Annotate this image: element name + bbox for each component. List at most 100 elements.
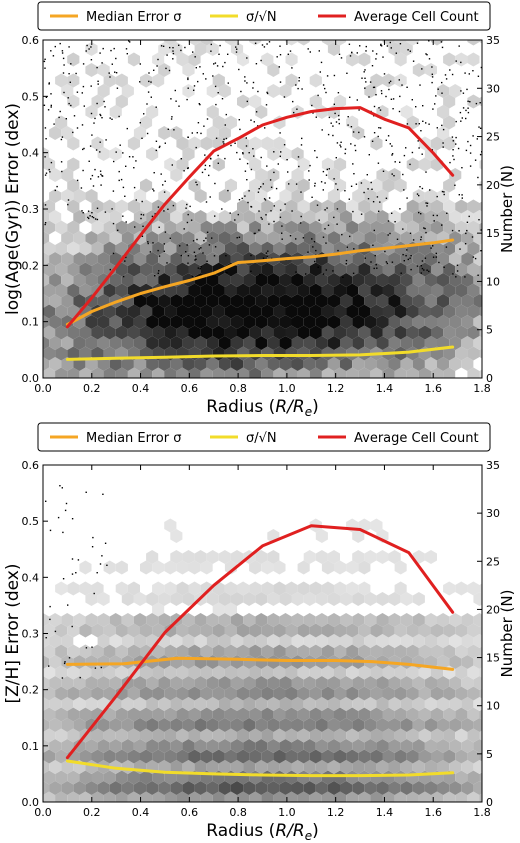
scatter-point (90, 59, 93, 61)
scatter-point (474, 257, 477, 260)
scatter-point (420, 236, 422, 238)
density-cell (376, 273, 389, 287)
x-tick-label: 1.8 (473, 382, 491, 395)
density-cell (437, 697, 450, 711)
density-cell (297, 262, 310, 277)
density-cell (321, 686, 334, 701)
density-cell (376, 760, 389, 774)
density-cell (255, 105, 268, 119)
density-cell (346, 686, 359, 701)
density-cell (200, 791, 213, 802)
density-cell (206, 613, 219, 627)
density-cell (418, 283, 431, 298)
density-cell (206, 739, 219, 753)
scatter-point (420, 265, 422, 267)
density-cell (412, 315, 425, 329)
density-cell (443, 346, 456, 361)
density-cell (200, 623, 213, 638)
density-cell (188, 241, 201, 256)
density-cell (297, 623, 310, 638)
density-cell (176, 157, 189, 172)
density-cell (109, 739, 122, 753)
scatter-point (112, 222, 115, 225)
scatter-point (432, 214, 435, 217)
density-cell (206, 294, 219, 308)
density-cell (200, 136, 213, 151)
density-cell (394, 581, 407, 596)
density-cell (243, 189, 256, 203)
density-cell (200, 560, 213, 575)
density-cell (49, 676, 62, 690)
scatter-point (300, 144, 303, 146)
scatter-point (168, 69, 171, 72)
scatter-point (394, 161, 396, 163)
density-cell (327, 613, 340, 627)
density-cell (406, 283, 419, 298)
scatter-point (91, 546, 94, 548)
density-cell (261, 707, 274, 722)
density-cell (449, 315, 462, 329)
density-cell (406, 199, 419, 214)
scatter-point (476, 138, 478, 140)
scatter-point (91, 216, 93, 218)
density-cell (97, 147, 110, 161)
scatter-point (90, 112, 93, 115)
density-cell (43, 273, 50, 287)
legend-label: σ/√N (246, 10, 277, 25)
scatter-point (111, 118, 113, 120)
density-cell (73, 231, 86, 245)
density-cell (146, 231, 159, 245)
density-cell (218, 252, 231, 266)
density-cell (267, 592, 280, 606)
scatter-point (54, 45, 56, 48)
scatter-point (435, 256, 437, 258)
scatter-point (200, 247, 202, 249)
scatter-point (244, 195, 246, 197)
scatter-point (158, 146, 161, 149)
density-cell (467, 304, 480, 319)
density-cell (309, 644, 322, 659)
density-cell (43, 283, 56, 298)
density-cell (91, 346, 104, 361)
density-cell (303, 697, 316, 711)
density-cell (110, 378, 122, 392)
density-cell (473, 676, 482, 690)
density-cell (388, 613, 401, 627)
density-cell (121, 739, 134, 753)
density-cell (431, 136, 444, 151)
scatter-point (195, 181, 197, 183)
density-cell (170, 168, 183, 182)
density-cell (212, 304, 225, 319)
scatter-point (157, 58, 159, 61)
scatter-point (355, 183, 358, 185)
density-cell (127, 791, 140, 802)
density-cell (449, 760, 462, 774)
scatter-point (416, 42, 419, 44)
density-cell (443, 367, 456, 378)
density-cell (437, 781, 450, 795)
scatter-point (193, 89, 195, 91)
density-cell (455, 262, 468, 277)
density-cell (273, 581, 286, 596)
density-cell (85, 315, 98, 329)
density-cell (376, 189, 389, 203)
density-cell (25, 63, 37, 77)
scatter-point (328, 116, 331, 119)
scatter-point (477, 75, 480, 77)
scatter-point (105, 139, 107, 141)
density-cell (346, 770, 359, 785)
density-cell (461, 802, 473, 816)
density-cell (43, 325, 56, 340)
density-cell (431, 325, 444, 340)
scatter-point (266, 92, 269, 95)
density-cell (73, 294, 86, 308)
density-cell (158, 294, 171, 308)
scatter-point (186, 244, 188, 246)
scatter-point (180, 254, 182, 257)
density-cell (67, 283, 80, 298)
scatter-point (443, 193, 445, 196)
density-cell (67, 707, 80, 722)
density-cell (285, 262, 298, 277)
density-cell (43, 644, 56, 659)
x-tick-label: 1.0 (278, 382, 296, 395)
